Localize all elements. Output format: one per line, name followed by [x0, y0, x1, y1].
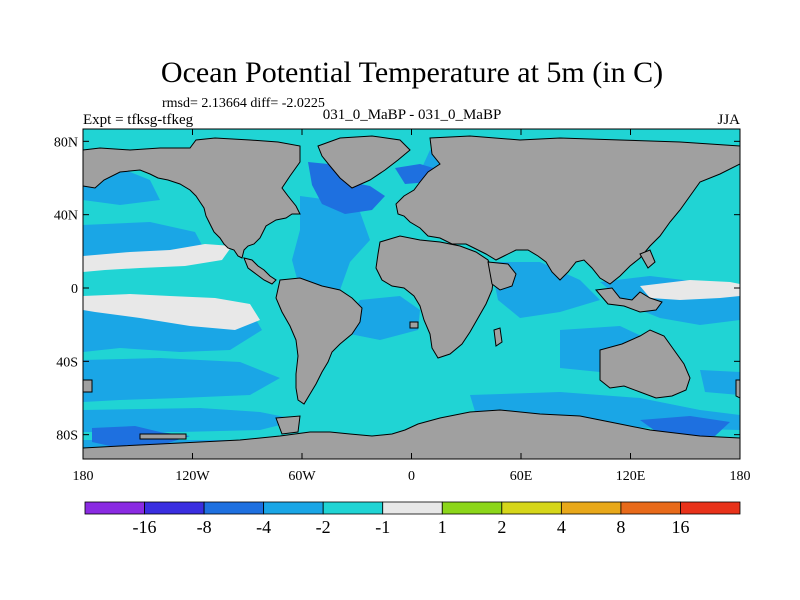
land-islands-west	[83, 379, 93, 393]
colorbar-label: -16	[133, 517, 157, 537]
colorbar-label: 16	[671, 517, 689, 537]
land-new-zealand	[735, 379, 740, 399]
colorbar-box	[203, 501, 265, 515]
colorbar-label: -8	[197, 517, 212, 537]
expt-label: Expt = tfksg-tfkeg	[83, 112, 194, 128]
land-maritime-se-asia	[595, 287, 663, 313]
land-eurasia	[395, 135, 740, 285]
colorbar-label: 8	[616, 517, 625, 537]
land-islands-atlantic	[409, 321, 419, 329]
colorbar: -16 -8 -4 -2 -1 1 2 4 8 16	[84, 501, 741, 537]
colorbar-box	[620, 501, 681, 515]
land-africa	[375, 235, 495, 359]
land-antarctic-peninsula	[275, 415, 301, 435]
latitude-axis: 80N 40N 0 40S 80S	[54, 135, 740, 444]
land-central-america	[243, 257, 277, 285]
land-north-america	[83, 137, 301, 259]
lon-tick-label: 180	[73, 469, 94, 484]
lat-tick-label: 40N	[54, 209, 78, 224]
lon-tick-label: 120W	[175, 469, 210, 484]
colorbar-label: -1	[375, 517, 390, 537]
lon-tick-label: 60W	[288, 469, 316, 484]
land-ross-ice	[139, 433, 187, 440]
land-arabia	[487, 261, 517, 291]
land-south-america	[275, 277, 363, 405]
colorbar-box	[560, 501, 622, 515]
colorbar-label: 2	[497, 517, 506, 537]
colorbar-box	[441, 501, 503, 515]
center-label: 031_0_MaBP - 031_0_MaBP	[323, 107, 502, 123]
lon-tick-label: 0	[408, 469, 415, 484]
colorbar-box	[382, 501, 443, 515]
lon-tick-label: 60E	[510, 469, 533, 484]
land-greenland	[317, 135, 411, 189]
colorbar-box	[680, 501, 741, 515]
stats-line: rmsd= 2.13664 diff= -2.0225	[162, 96, 325, 111]
colorbar-box	[144, 501, 205, 515]
colorbar-label: -2	[316, 517, 331, 537]
lat-tick-label: 40S	[56, 355, 78, 370]
longitude-axis: 180 120W 60W 0 60E 120E 180	[73, 129, 751, 484]
lon-tick-label: 180	[730, 469, 751, 484]
land-madagascar	[493, 327, 503, 347]
colorbar-box	[263, 501, 324, 515]
map-area	[83, 129, 740, 459]
season-label: JJA	[717, 112, 740, 128]
land-antarctica	[83, 409, 740, 459]
lon-tick-label: 120E	[616, 469, 646, 484]
colorbar-box	[501, 501, 562, 515]
colorbar-box	[322, 501, 384, 515]
land-australia	[599, 329, 691, 399]
colorbar-box	[84, 501, 145, 515]
colorbar-label: -4	[256, 517, 271, 537]
lat-tick-label: 80S	[56, 429, 78, 444]
plot-title: Ocean Potential Temperature at 5m (in C)	[161, 56, 663, 89]
colorbar-label: 4	[557, 517, 566, 537]
lat-tick-label: 80N	[54, 135, 78, 150]
land-masses	[83, 135, 740, 459]
colorbar-label: 1	[438, 517, 447, 537]
land-japan	[639, 249, 656, 269]
lat-tick-label: 0	[71, 282, 78, 297]
